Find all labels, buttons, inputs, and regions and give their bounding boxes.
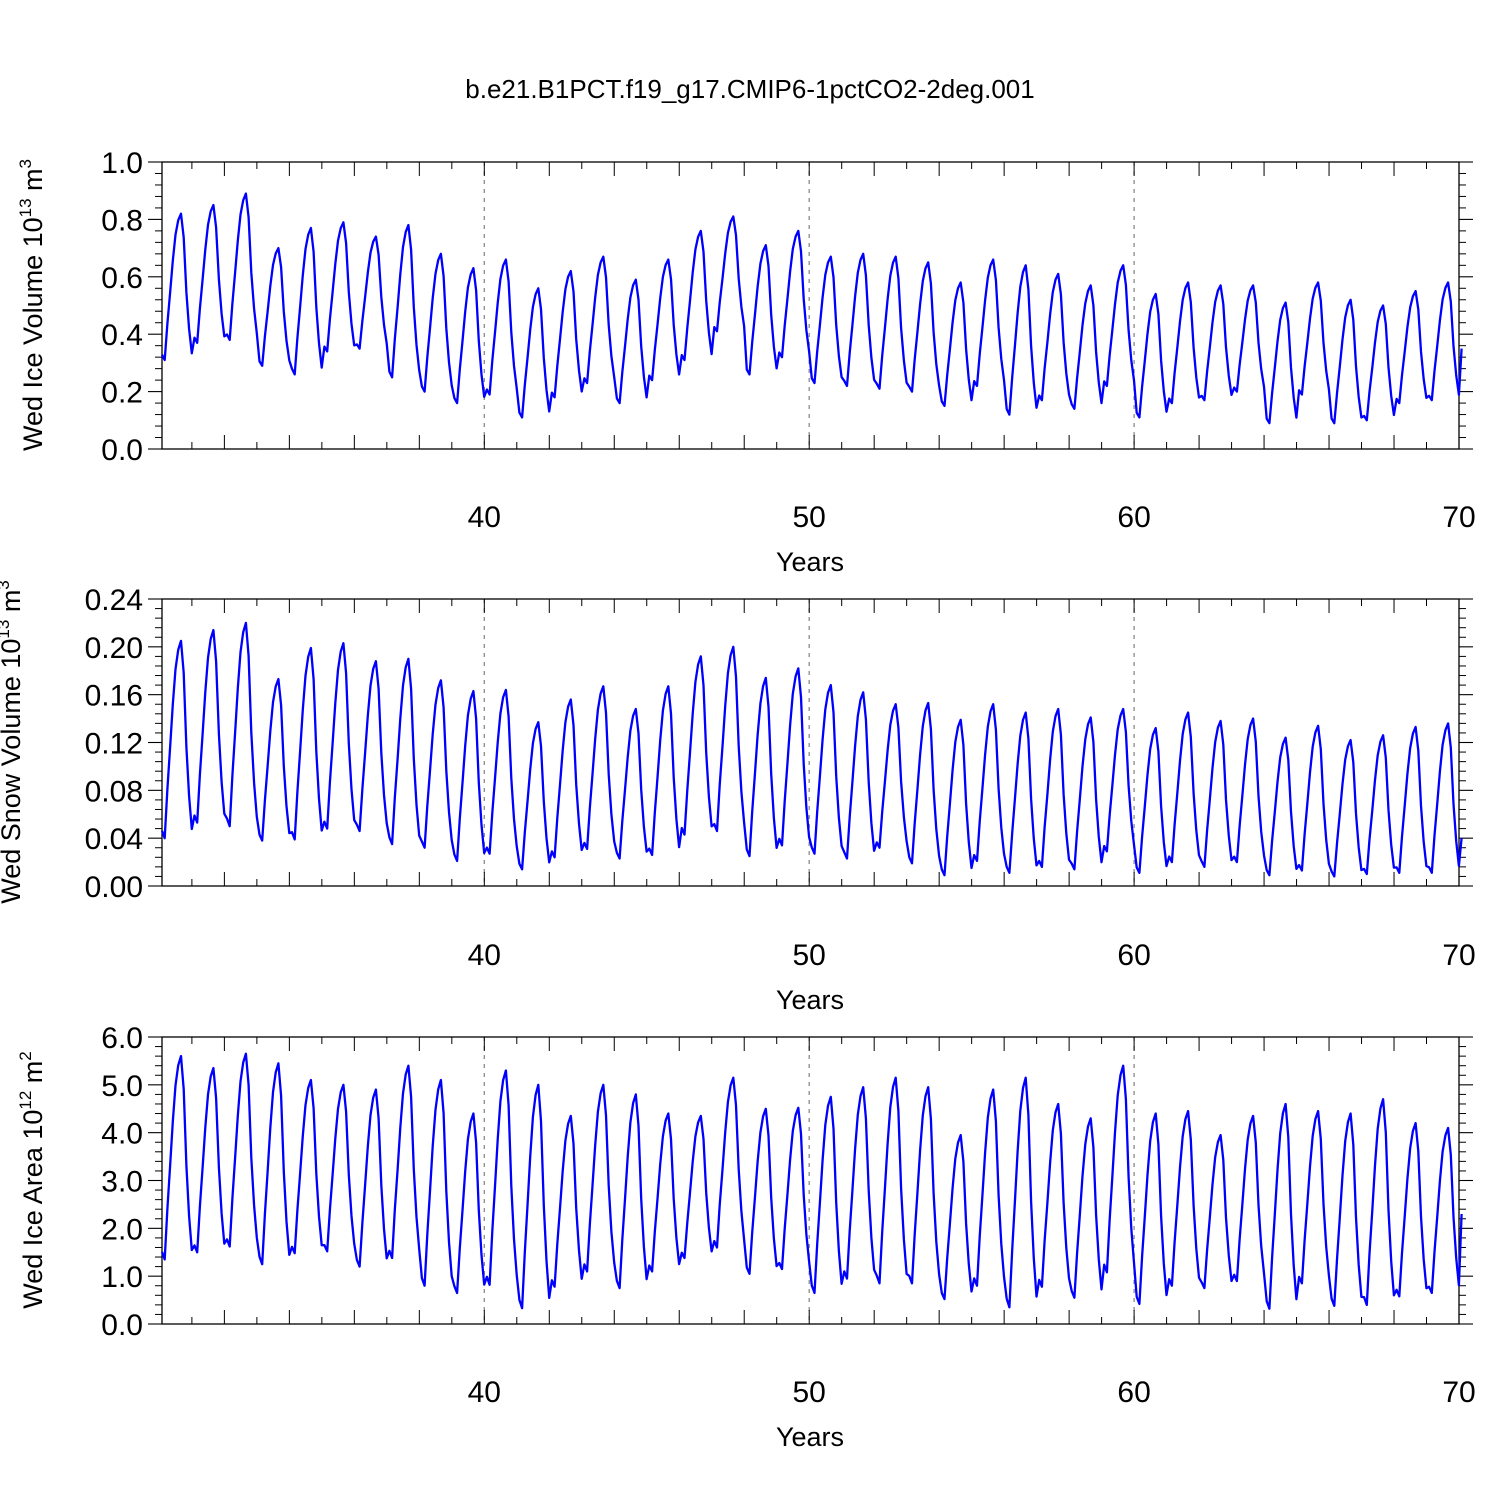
x-axis-title: Years bbox=[776, 985, 844, 1015]
y-tick-label: 0.0 bbox=[101, 1309, 143, 1342]
x-tick-label-70: 70 bbox=[1442, 501, 1475, 534]
y-tick-label: 0.12 bbox=[85, 728, 143, 761]
y-axis-title: Wed Snow Volume 1013 m3 bbox=[0, 580, 26, 904]
x-tick-label-70: 70 bbox=[1442, 1376, 1475, 1409]
y-tick-label: 0.00 bbox=[85, 871, 143, 904]
y-tick-label: 0.2 bbox=[101, 377, 143, 410]
panel-ice-volume: Wed Ice Volume 1013 m3 Years 0.0 0.2 0.4 0.… bbox=[16, 147, 1476, 577]
x-tick-label-50: 50 bbox=[793, 501, 826, 534]
y-tick-label: 4.0 bbox=[101, 1118, 143, 1151]
x-tick-label-40: 40 bbox=[468, 939, 501, 972]
panel-snow-volume: Wed Snow Volume 1013 m3 Years 0.00 0.04 0.… bbox=[0, 580, 1476, 1015]
x-axis-title: Years bbox=[776, 1422, 844, 1452]
y-tick-label: 0.0 bbox=[101, 434, 143, 467]
series-line bbox=[160, 1052, 1463, 1310]
figure-title: b.e21.B1PCT.f19_g17.CMIP6-1pctCO2-2deg.0… bbox=[465, 74, 1034, 104]
y-tick-label: 1.0 bbox=[101, 147, 143, 180]
y-axis-title: Wed Ice Area 1012 m2 bbox=[16, 1051, 48, 1309]
y-tick-label: 0.04 bbox=[85, 823, 143, 856]
x-tick-label-40: 40 bbox=[468, 1376, 501, 1409]
y-tick-label: 6.0 bbox=[101, 1022, 143, 1055]
y-tick-label: 3.0 bbox=[101, 1166, 143, 1199]
x-tick-label-60: 60 bbox=[1117, 1376, 1150, 1409]
y-tick-label: 1.0 bbox=[101, 1261, 143, 1294]
x-axis-title: Years bbox=[776, 547, 844, 577]
x-tick-label-50: 50 bbox=[793, 1376, 826, 1409]
y-tick-label: 0.4 bbox=[101, 319, 143, 352]
panel-ice-area: Wed Ice Area 1012 m2 Years 0.0 1.0 2.0 3.0 4… bbox=[16, 1022, 1476, 1452]
y-tick-label: 0.20 bbox=[85, 632, 143, 665]
series-line bbox=[160, 192, 1463, 425]
y-axis-title: Wed Ice Volume 1013 m3 bbox=[16, 159, 48, 451]
y-tick-label: 0.8 bbox=[101, 204, 143, 237]
y-tick-label: 0.08 bbox=[85, 775, 143, 808]
x-tick-label-50: 50 bbox=[793, 939, 826, 972]
plot-frame bbox=[161, 161, 1460, 450]
x-tick-label-60: 60 bbox=[1117, 501, 1150, 534]
y-tick-label: 0.24 bbox=[85, 584, 143, 617]
y-tick-label: 2.0 bbox=[101, 1213, 143, 1246]
y-tick-label: 0.6 bbox=[101, 262, 143, 295]
x-tick-label-40: 40 bbox=[468, 501, 501, 534]
series-line bbox=[160, 621, 1463, 878]
y-tick-label: 0.16 bbox=[85, 680, 143, 713]
x-tick-label-70: 70 bbox=[1442, 939, 1475, 972]
y-tick-label: 5.0 bbox=[101, 1070, 143, 1103]
x-tick-label-60: 60 bbox=[1117, 939, 1150, 972]
